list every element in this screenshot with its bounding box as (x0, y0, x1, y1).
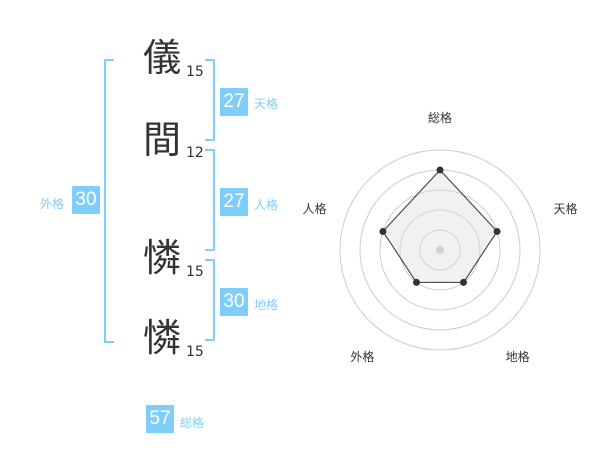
tenkaku-bracket (205, 59, 215, 141)
name-char-1: 儀 (142, 36, 181, 80)
stroke-count-1: 15 (186, 64, 204, 80)
chikaku-label: 地格 (254, 298, 279, 312)
radar-point (493, 227, 501, 235)
name-char-3: 憐 (142, 236, 181, 280)
radar-grid-ring (339, 149, 541, 351)
stroke-count-3: 15 (186, 264, 204, 280)
jinkaku-bracket (205, 149, 215, 251)
soukaku-label: 総格 (180, 416, 205, 430)
radar-axis-label: 外格 (350, 349, 374, 364)
stroke-count-4: 15 (186, 344, 204, 360)
tenkaku-label: 天格 (254, 97, 279, 111)
radar-point (379, 227, 387, 235)
radar-grid-ring (419, 229, 461, 271)
tenkaku-value: 27 (220, 88, 248, 116)
name-char-4: 憐 (142, 316, 181, 360)
jinkaku-value: 27 (220, 188, 248, 216)
jinkaku-label: 人格 (254, 198, 279, 212)
radar-grid-ring (379, 189, 501, 311)
radar-axis-label: 地格 (506, 349, 530, 364)
chikaku-bracket (205, 259, 215, 341)
stroke-count-2: 12 (186, 145, 204, 161)
gaikaku-value: 30 (72, 186, 100, 214)
radar-point (436, 166, 444, 174)
radar-grid-ring (399, 209, 481, 291)
radar-center-dot (436, 246, 444, 254)
radar-axis-label: 天格 (554, 201, 578, 216)
radar-area (382, 169, 498, 283)
radar-point (460, 278, 468, 286)
name-char-2: 間 (142, 118, 181, 162)
radar-axis-label: 総格 (428, 110, 452, 125)
gaikaku-label: 外格 (40, 197, 65, 211)
gaikaku-bracket (104, 59, 114, 343)
chikaku-value: 30 (220, 288, 248, 316)
radar-point (412, 278, 420, 286)
soukaku-value: 57 (146, 405, 174, 433)
radar-axis-label: 人格 (302, 201, 326, 216)
